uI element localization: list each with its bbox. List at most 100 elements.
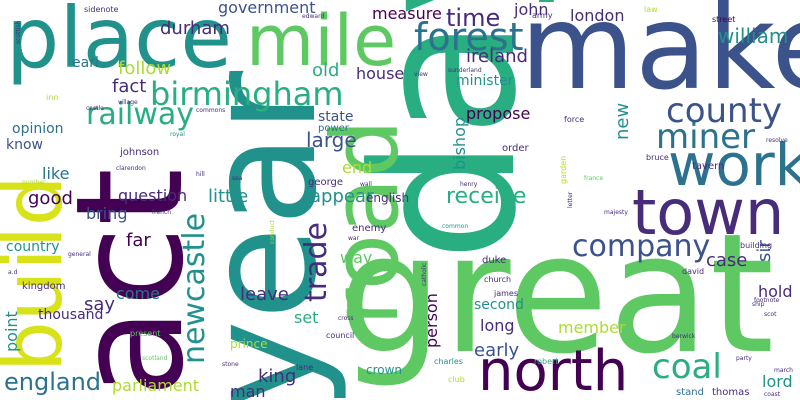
word-charles: charles <box>434 357 463 366</box>
word-measure: measure <box>372 4 442 23</box>
word-long: long <box>480 316 515 335</box>
word-railway: railway <box>86 97 195 132</box>
word-henry: henry <box>460 181 478 188</box>
word-receive: receive <box>446 184 527 209</box>
word-come: come <box>116 284 161 303</box>
word-sidenote: sidenote <box>84 5 119 14</box>
word-state: state <box>318 109 354 125</box>
word-church: church <box>484 275 512 284</box>
word-old: old <box>312 60 340 81</box>
word-say: say <box>84 294 116 315</box>
word-cross: cross <box>338 315 354 322</box>
word-question: question <box>118 186 188 205</box>
word-james: james <box>494 289 519 298</box>
word-english: english <box>366 191 410 205</box>
word-north: north <box>478 339 629 400</box>
word-law: law <box>644 5 658 14</box>
word-a.d: a.d <box>8 269 18 276</box>
word-scot: scot <box>764 311 777 318</box>
word-johnson: johnson <box>120 147 160 158</box>
word-street: street <box>712 15 736 24</box>
word-ireland: ireland <box>466 46 528 67</box>
word-set: set <box>294 308 319 327</box>
word-france: france <box>584 175 604 182</box>
word-number: number <box>22 179 46 186</box>
word-propose: propose <box>466 104 531 123</box>
word-view: view <box>414 71 428 78</box>
word-building: building <box>740 241 773 250</box>
word-mile: mile <box>246 0 397 82</box>
word-george: george <box>308 177 344 188</box>
word-garden: garden <box>559 155 568 184</box>
word-stand: stand <box>676 387 704 398</box>
word-england: england <box>4 368 102 396</box>
word-work: work <box>668 131 800 199</box>
word-footnote: footnote <box>754 297 780 304</box>
word-new: new <box>612 102 633 140</box>
word-order: order <box>502 143 529 154</box>
word-far: far <box>126 230 151 251</box>
word-company: company <box>572 229 711 264</box>
word-parliament: parliament <box>112 376 200 395</box>
word-march: march <box>774 367 793 374</box>
word-common: common <box>442 223 469 230</box>
word-thousand: thousand <box>38 307 104 323</box>
word-government: government <box>218 0 316 17</box>
word-miner: miner <box>656 117 756 157</box>
word-way: way <box>340 248 373 267</box>
word-power: power <box>318 123 349 134</box>
word-county: county <box>666 91 783 131</box>
word-bruce: bruce <box>646 153 669 162</box>
word-lord: lord <box>762 372 793 391</box>
word-good: good <box>28 188 73 209</box>
word-forest: forest <box>414 15 524 59</box>
word-make: make <box>520 0 800 116</box>
word-point: point <box>2 311 21 352</box>
word-council: council <box>326 331 355 340</box>
word-william: william <box>718 24 789 48</box>
word-force: force <box>564 115 585 124</box>
word-crown: crown <box>366 363 403 377</box>
word-place: place <box>6 0 232 87</box>
word-duke: duke <box>482 255 507 266</box>
word-lane: lane <box>296 363 314 372</box>
word-leave: leave <box>240 284 289 305</box>
word-tavern: tavern <box>692 161 725 172</box>
word-bishop: bishop <box>450 116 469 170</box>
word-person: person <box>422 293 441 348</box>
word-letter: letter <box>567 191 574 208</box>
word-coal: coal <box>652 347 722 387</box>
word-village: village <box>118 99 138 106</box>
word-follow: follow <box>118 58 172 79</box>
word-majesty: majesty <box>604 209 628 216</box>
word-little: little <box>208 186 249 207</box>
word-commons: commons <box>196 107 226 114</box>
word-wall: wall <box>360 181 372 188</box>
word-bring: bring <box>86 204 128 223</box>
word-french: french <box>152 209 172 216</box>
word-king: king <box>258 366 297 387</box>
word-hill: hill <box>196 171 205 178</box>
word-second: second <box>474 297 524 313</box>
word-sunderland: sunderland <box>448 67 482 74</box>
word-scotland: scotland <box>142 355 168 362</box>
word-berwick: berwick <box>672 333 696 340</box>
word-clarendon: clarendon <box>116 165 146 172</box>
word-durham: durham <box>160 18 230 39</box>
word-minister: minister <box>456 73 514 89</box>
word-large: large <box>306 128 357 152</box>
word-party: party <box>736 355 752 362</box>
word-london: london <box>570 6 625 25</box>
word-david: david <box>682 267 705 276</box>
word-house: house <box>356 64 405 83</box>
word-enemy: enemy <box>352 223 387 234</box>
word-hold: hold <box>758 282 793 301</box>
word-newcastle: newcastle <box>177 212 212 364</box>
word-man: man <box>230 382 266 400</box>
word-scottish: scottish <box>15 20 22 44</box>
word-stone: stone <box>222 361 239 368</box>
word-castle: castle <box>86 105 104 112</box>
word-ship: ship <box>752 301 765 308</box>
word-member: member <box>558 318 626 337</box>
